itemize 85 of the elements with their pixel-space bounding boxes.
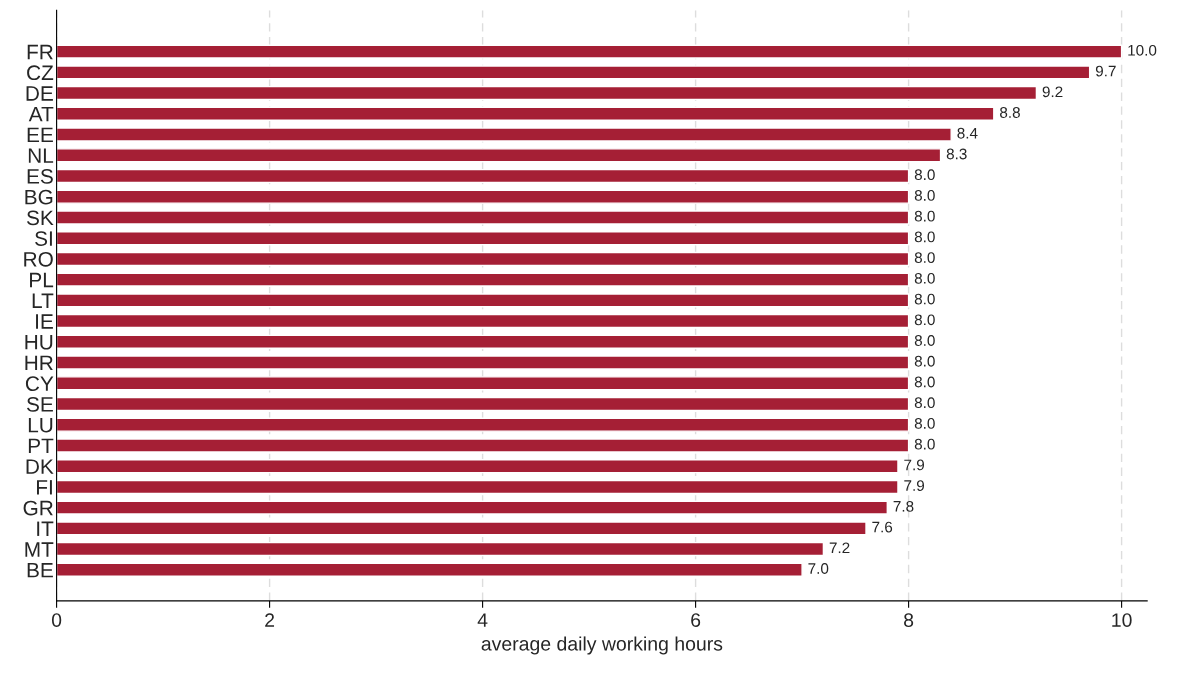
- data-label: 8.0: [914, 169, 935, 181]
- data-label: 8.0: [914, 397, 935, 409]
- x-tick-label: 2: [265, 613, 275, 627]
- x-tick-label: 8: [904, 613, 914, 627]
- y-tick-label: LT: [32, 293, 54, 308]
- bar: [56, 106, 995, 121]
- y-tick-label: MT: [25, 542, 54, 557]
- y-tick-label: SK: [26, 210, 54, 226]
- y-tick-label: IE: [36, 314, 53, 329]
- y-tick-label: HU: [25, 335, 53, 350]
- y-tick-label: CY: [25, 376, 54, 392]
- bar: [56, 479, 899, 495]
- bar: [56, 334, 910, 349]
- y-tick-label: LU: [28, 417, 53, 433]
- y-tick-label: EE: [27, 127, 53, 143]
- bar: [56, 148, 942, 163]
- bar: [56, 438, 910, 453]
- x-axis-title: average daily working hours: [481, 636, 723, 655]
- x-tick-label: 0: [51, 613, 62, 627]
- y-tick-label: FR: [27, 44, 53, 60]
- x-tick-label: 6: [691, 613, 701, 627]
- data-label: 8.8: [1000, 107, 1020, 118]
- bar: [56, 562, 803, 577]
- bar: [56, 355, 910, 370]
- bar: [56, 521, 867, 536]
- bar: [56, 293, 910, 308]
- data-label: 8.0: [914, 376, 935, 388]
- data-label: 8.0: [914, 231, 935, 243]
- bar: [56, 541, 825, 557]
- y-tick-label: BG: [25, 189, 53, 205]
- y-tick-label: SI: [35, 231, 52, 246]
- bar: [56, 376, 910, 391]
- y-tick-label: BE: [27, 563, 53, 578]
- y-tick-label: DE: [26, 86, 53, 101]
- bar: [56, 85, 1038, 101]
- bar: [56, 396, 910, 412]
- x-tick-label: 4: [477, 613, 488, 627]
- data-label: 9.7: [1095, 65, 1116, 77]
- bar: [56, 168, 910, 184]
- bar: [56, 417, 910, 432]
- y-tick-label: ES: [27, 169, 53, 184]
- bar: [56, 251, 910, 267]
- x-tick-label: 10: [1112, 613, 1132, 627]
- bar: [56, 210, 910, 225]
- y-tick-label: RO: [24, 251, 53, 267]
- bar: [56, 272, 910, 287]
- data-label: 8.0: [914, 210, 935, 222]
- data-label: 8.0: [914, 190, 935, 201]
- data-label: 8.0: [914, 438, 935, 450]
- y-tick-label: PT: [28, 438, 54, 454]
- bar: [56, 231, 910, 246]
- data-label: 8.0: [914, 293, 935, 305]
- data-label: 7.2: [829, 542, 850, 554]
- bar: [56, 44, 1123, 59]
- data-label: 8.0: [914, 355, 935, 367]
- data-label: 7.6: [872, 521, 893, 533]
- data-label: 7.8: [893, 500, 914, 512]
- bar: [56, 127, 952, 142]
- bar: [56, 313, 910, 329]
- data-label: 8.0: [914, 314, 935, 326]
- y-tick-label: IT: [37, 521, 54, 536]
- data-label: 8.0: [914, 252, 935, 264]
- data-label: 8.0: [914, 272, 935, 284]
- bar: [56, 500, 888, 515]
- y-tick-label: DK: [26, 459, 54, 474]
- data-label: 7.0: [808, 563, 829, 574]
- data-label: 8.0: [914, 335, 935, 346]
- data-label: 8.3: [946, 148, 967, 160]
- data-label: 8.0: [914, 418, 935, 429]
- data-label: 10.0: [1128, 44, 1157, 56]
- data-label: 7.9: [904, 480, 925, 492]
- y-tick-label: FI: [37, 480, 52, 495]
- y-tick-label: AT: [28, 107, 54, 122]
- y-tick-label: NL: [28, 148, 54, 163]
- y-tick-label: HR: [25, 355, 53, 371]
- y-tick-label: CZ: [27, 65, 54, 81]
- bar: [56, 65, 1091, 80]
- data-label: 7.9: [904, 459, 925, 471]
- data-label: 9.2: [1042, 86, 1063, 98]
- data-label: 8.4: [957, 127, 978, 139]
- y-tick-label: GR: [23, 500, 53, 516]
- bar: [56, 459, 899, 474]
- y-tick-label: PL: [30, 272, 54, 288]
- y-tick-label: SE: [26, 397, 53, 412]
- bar: [56, 189, 910, 204]
